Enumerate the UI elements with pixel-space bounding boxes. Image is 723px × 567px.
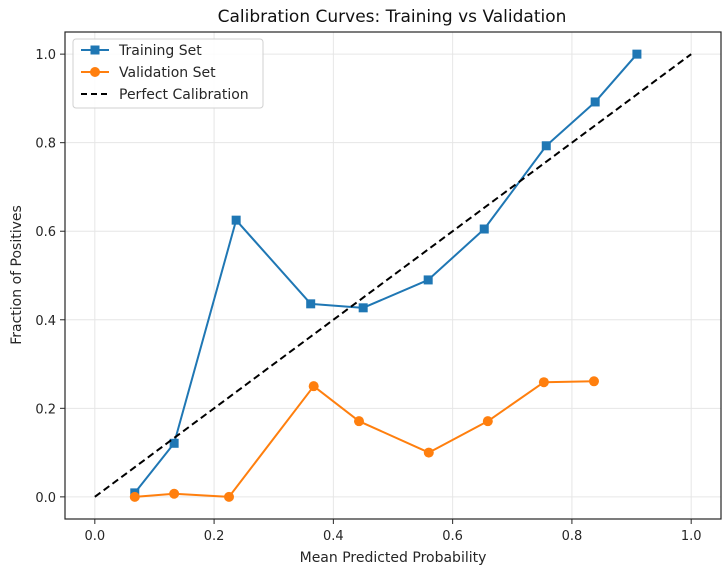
y-tick-label: 0.0 [35, 491, 56, 506]
training-set-point [231, 215, 241, 225]
training-set-point [541, 141, 551, 151]
y-tick-label: 1.0 [35, 48, 56, 63]
validation-set-line [134, 380, 594, 498]
training-set-point [423, 275, 433, 285]
validation-set-point [423, 447, 434, 458]
x-tick-label: 1.0 [681, 529, 702, 544]
legend-perfect-calibration-label: Perfect Calibration [119, 87, 249, 103]
validation-set-point [538, 377, 549, 388]
training-set-point [358, 303, 368, 313]
x-tick-label: 0.8 [562, 529, 583, 544]
y-tick-label: 0.2 [35, 402, 56, 417]
validation-set-point [482, 416, 493, 427]
y-tick-label: 0.6 [35, 225, 56, 240]
validation-set-point [129, 491, 140, 502]
training-set-point [306, 299, 316, 309]
chart-title: Calibration Curves: Training vs Validati… [218, 7, 567, 27]
y-tick-label: 0.8 [35, 137, 56, 152]
y-axis-label: Fraction of Positives [9, 205, 25, 345]
perfect-calibration-line [94, 53, 692, 498]
legend-validation-set-marker [90, 67, 100, 77]
legend-validation-set-label: Validation Set [119, 65, 216, 81]
y-tick-label: 0.4 [35, 314, 56, 329]
x-tick-label: 0.6 [442, 529, 463, 544]
training-set-point [479, 224, 489, 234]
legend-box [72, 38, 264, 109]
validation-set-point [224, 491, 234, 502]
x-tick-label: 0.0 [84, 529, 105, 544]
validation-set-point [354, 416, 365, 427]
x-axis-label: Mean Predicted Probability [300, 550, 487, 566]
legend-training-set-marker [90, 45, 100, 55]
training-set-point [169, 438, 179, 448]
x-tick-label: 0.2 [204, 529, 225, 544]
legend-training-set-label: Training Set [118, 43, 202, 59]
validation-set-point [169, 488, 180, 499]
training-set-point [590, 97, 600, 107]
axes-frame [64, 31, 722, 520]
ticks: 0.0 0.2 0.4 0.6 0.8 1.0 0.0 0.2 0.4 0.6 0.8 1.0 [35, 48, 701, 544]
validation-set-point [308, 381, 319, 392]
training-set-line [133, 53, 638, 494]
plot-area [64, 31, 722, 520]
legend: Training Set Validation Set Perfect Calibr… [72, 38, 264, 109]
series-group [94, 49, 692, 502]
validation-set-point [588, 376, 599, 387]
training-set-point [632, 49, 642, 59]
x-tick-label: 0.4 [323, 529, 344, 544]
